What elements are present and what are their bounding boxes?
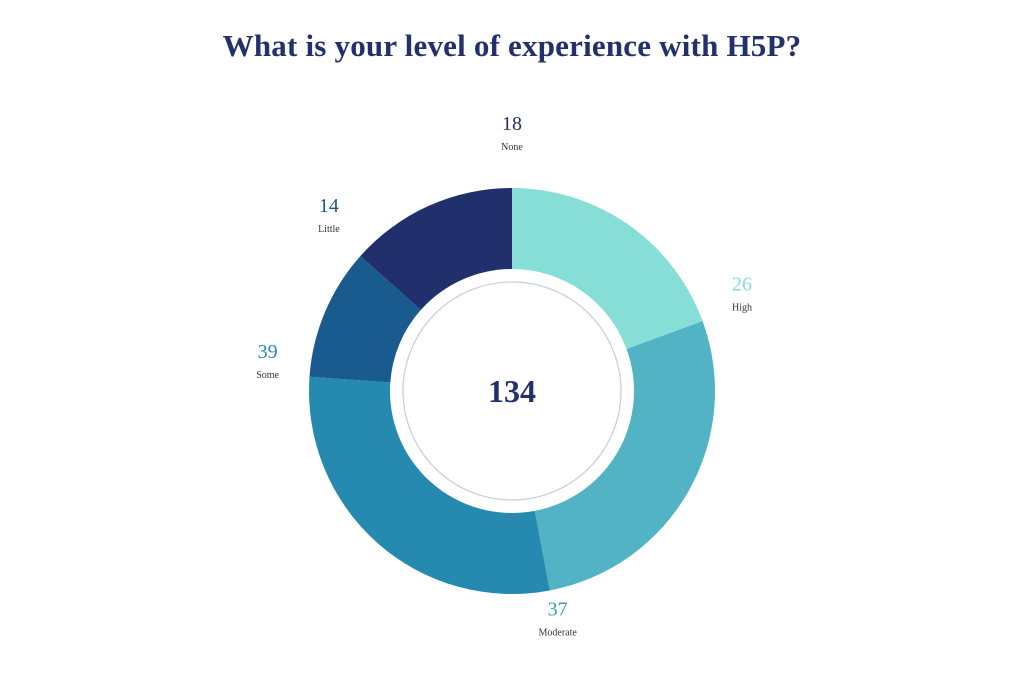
slice-category-little: Little (318, 224, 340, 235)
slice-label-moderate: 37 Moderate (539, 599, 578, 639)
slice-category-some: Some (256, 370, 279, 381)
slice-high (512, 188, 703, 349)
slice-label-none: 18 None (501, 113, 523, 153)
slice-none (360, 188, 512, 310)
slice-labels: 26 High 37 Moderate 39 Some 14 Little 18 None (256, 113, 752, 639)
slice-little (309, 256, 421, 383)
slice-category-moderate: Moderate (539, 628, 578, 639)
slice-value-some: 39 (258, 341, 278, 363)
slice-moderate (534, 321, 715, 591)
total-value: 134 (488, 373, 536, 409)
inner-ring (402, 281, 622, 501)
chart-title: What is your level of experience with H5… (222, 28, 802, 63)
slice-value-none: 18 (502, 113, 522, 135)
slice-label-little: 14 Little (318, 195, 340, 235)
slice-some (309, 376, 550, 594)
slice-category-none: None (501, 142, 523, 153)
slice-value-moderate: 37 (548, 599, 568, 621)
slice-label-high: 26 High (732, 274, 752, 314)
slice-value-high: 26 (732, 274, 752, 296)
slice-label-some: 39 Some (256, 341, 279, 381)
donut-slices (309, 188, 715, 594)
slice-category-high: High (732, 303, 752, 314)
slice-value-little: 14 (319, 195, 339, 217)
